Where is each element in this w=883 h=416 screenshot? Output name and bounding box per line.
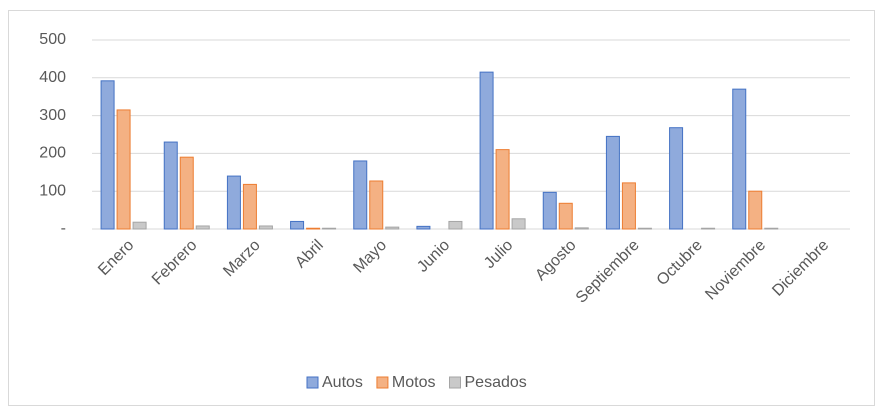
legend-swatch <box>376 376 389 389</box>
bar <box>116 109 131 230</box>
bar <box>448 220 463 230</box>
bar <box>290 220 305 230</box>
bar <box>132 221 147 230</box>
bar <box>701 227 716 230</box>
bar <box>242 183 257 230</box>
bar <box>511 218 526 230</box>
legend: Autos Motos Pesados <box>306 374 527 391</box>
y-tick-label: - <box>61 220 66 237</box>
y-tick-label: 200 <box>39 145 66 162</box>
bar <box>637 227 652 230</box>
bar <box>732 88 747 230</box>
bar <box>306 227 321 230</box>
bar <box>369 180 384 230</box>
y-tick-label: 300 <box>39 107 66 124</box>
bar <box>385 226 400 230</box>
y-tick-label: 500 <box>39 31 66 48</box>
bar <box>669 127 684 230</box>
y-tick-label: 400 <box>39 69 66 86</box>
bar <box>322 227 337 230</box>
legend-label: Motos <box>392 374 436 391</box>
bar <box>479 71 494 230</box>
bar <box>764 227 779 230</box>
bar <box>558 202 573 230</box>
bar <box>353 160 368 230</box>
bar <box>258 225 273 230</box>
legend-swatch <box>306 376 319 389</box>
bar <box>542 191 557 230</box>
bar <box>574 227 589 230</box>
bar <box>416 225 431 230</box>
legend-label: Pesados <box>465 374 527 391</box>
bar <box>621 182 636 230</box>
bar <box>495 149 510 230</box>
legend-label: Autos <box>322 374 363 391</box>
bar <box>179 156 194 230</box>
bar <box>195 225 210 230</box>
legend-swatch <box>449 376 461 389</box>
bar <box>226 175 241 230</box>
bar <box>748 190 763 230</box>
y-tick-label: 100 <box>39 182 66 199</box>
bar <box>163 141 178 230</box>
bar <box>100 80 115 230</box>
chart-border <box>8 10 875 406</box>
bar <box>605 135 620 230</box>
